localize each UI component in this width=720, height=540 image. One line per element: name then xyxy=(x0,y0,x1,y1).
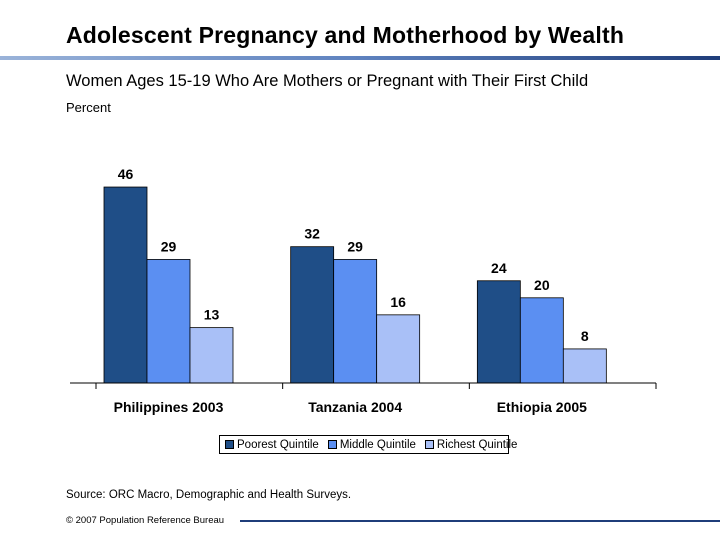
data-label: 32 xyxy=(304,226,320,242)
legend-swatch-poorest xyxy=(225,440,234,449)
unit-label: Percent xyxy=(66,100,111,115)
chart-subtitle: Women Ages 15-19 Who Are Mothers or Preg… xyxy=(66,72,589,90)
legend-swatch-richest xyxy=(424,440,434,449)
bar xyxy=(562,348,607,384)
bar xyxy=(290,246,335,384)
category-label: Philippines 2003 xyxy=(114,399,224,415)
legend-item-poorest: Poorest Quintile xyxy=(225,439,319,451)
bar xyxy=(333,259,378,384)
chart-legend: Poorest Quintile Middle Quintile Richest… xyxy=(219,435,517,454)
category-label: Ethiopia 2005 xyxy=(497,399,587,415)
copyright-note: © 2007 Population Reference Bureau xyxy=(66,515,225,526)
legend-label-richest: Richest Quintile xyxy=(436,438,518,451)
data-label: 8 xyxy=(581,328,589,344)
bar xyxy=(146,259,191,384)
bar xyxy=(103,186,148,384)
data-label: 20 xyxy=(534,277,550,293)
page-title: Adolescent Pregnancy and Motherhood by W… xyxy=(66,22,625,48)
data-label: 29 xyxy=(347,238,363,254)
legend-label-middle: Middle Quintile xyxy=(339,438,416,451)
title-divider xyxy=(0,56,720,60)
legend-item-middle: Middle Quintile xyxy=(327,438,416,451)
bar xyxy=(476,280,521,384)
data-label: 24 xyxy=(491,260,507,276)
bar xyxy=(376,314,421,384)
legend-swatch-middle xyxy=(327,440,337,449)
category-label: Tanzania 2004 xyxy=(308,399,402,415)
legend-item-richest: Richest Quintile xyxy=(424,438,518,451)
data-label: 16 xyxy=(390,294,406,310)
footer-divider xyxy=(240,520,720,522)
data-label: 29 xyxy=(161,238,177,254)
bar xyxy=(519,297,564,384)
legend-label-poorest: Poorest Quintile xyxy=(237,438,319,451)
data-label: 46 xyxy=(118,166,134,182)
source-note: Source: ORC Macro, Demographic and Healt… xyxy=(66,489,352,501)
bar xyxy=(189,327,234,384)
data-label: 13 xyxy=(204,307,220,323)
